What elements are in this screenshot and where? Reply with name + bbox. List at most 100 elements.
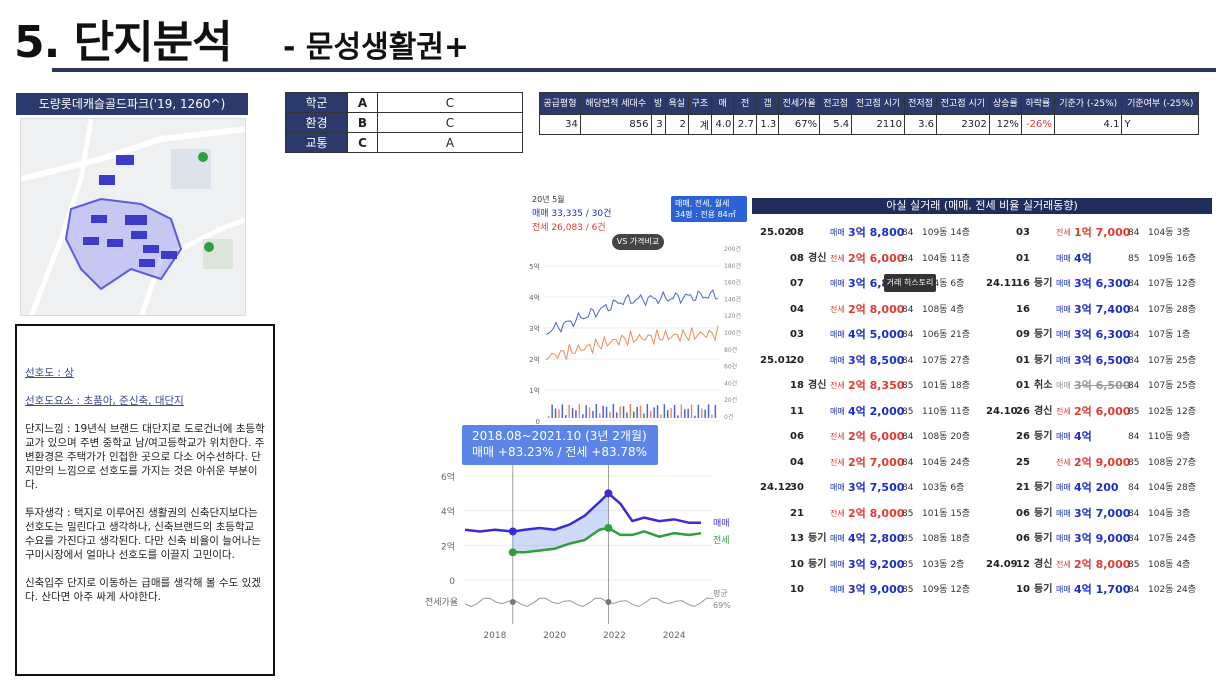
transaction-area: 84 bbox=[1128, 355, 1140, 366]
complex-info-table: 공급평형 해당면적 세대수 방 욕실 구조 매 전 갭 전세가율 전고점 전고점 시기 전저점 전고점 … bbox=[539, 92, 1199, 135]
info-header-cell: 기준여부 (-25%) bbox=[1121, 92, 1199, 115]
transaction-row[interactable]: 06 등기 매매 3억 9,000 84 107동 24층 bbox=[978, 526, 1198, 552]
transaction-unit: 101동 18층 bbox=[922, 381, 971, 391]
price-volume-bar bbox=[663, 404, 666, 418]
trend-marker bbox=[508, 527, 517, 536]
transaction-row[interactable]: 24.10 26 경신 전세 2억 6,000 85 102동 12층 bbox=[978, 399, 1198, 425]
chart-legend-dropdown[interactable]: 매매, 전세, 월세 34평 : 전용 84㎡ bbox=[671, 196, 747, 222]
transaction-row[interactable]: 18 경신 전세 2억 8,350 85 101동 18층 bbox=[752, 373, 972, 399]
transaction-price: 3억 7,400 bbox=[1074, 302, 1131, 316]
transaction-row[interactable]: 11 매매 4억 2,000 85 110동 11층 bbox=[752, 399, 972, 425]
transaction-unit: 104동 6층 bbox=[922, 279, 965, 289]
price-volume-bar bbox=[599, 413, 601, 418]
transaction-type: 매매 bbox=[830, 534, 845, 543]
trend-x-tick: 2024 bbox=[663, 631, 686, 641]
transaction-row[interactable]: 24.09 12 경신 전세 2억 8,000 85 108동 4층 bbox=[978, 552, 1198, 578]
transaction-row[interactable]: 01 취소 매매 3억 6,500 84 107동 25층 bbox=[978, 373, 1198, 399]
transaction-row[interactable]: 09 등기 매매 3억 6,300 84 107동 1층 bbox=[978, 322, 1198, 348]
info-header-cell: 상승률 bbox=[988, 92, 1022, 115]
transaction-row[interactable]: 04 전세 2억 7,000 84 104동 24층 bbox=[752, 450, 972, 476]
transaction-area: 85 bbox=[1128, 406, 1140, 417]
transaction-tag: 등기 bbox=[1034, 354, 1053, 366]
transaction-row[interactable]: 04 전세 2억 8,000 84 108동 4층 bbox=[752, 297, 972, 323]
complex-map[interactable] bbox=[20, 118, 246, 316]
price-volume-bar bbox=[690, 404, 693, 418]
transaction-row[interactable]: 01 매매 4억 85 109동 16층 bbox=[978, 246, 1198, 272]
transaction-area: 85 bbox=[1128, 559, 1140, 570]
transaction-month: 25.01 bbox=[760, 354, 792, 366]
transaction-row[interactable]: 10 등기 매매 4억 1,700 84 102동 24층 bbox=[978, 577, 1198, 603]
chart-sale-summary: 매매 33,335 / 30건 bbox=[532, 208, 611, 219]
transaction-type: 전세 bbox=[830, 253, 845, 263]
transaction-row[interactable]: 03 전세 1억 7,000 84 104동 3층 bbox=[978, 220, 1198, 246]
transaction-tag: 등기 bbox=[1034, 431, 1053, 442]
transaction-area: 84 bbox=[1128, 585, 1140, 595]
transaction-row[interactable]: 26 등기 매매 4억 84 110동 9층 bbox=[978, 424, 1198, 450]
transaction-unit: 107동 24층 bbox=[1148, 534, 1197, 544]
price-volume-bar bbox=[571, 407, 574, 418]
price-volume-bar bbox=[714, 405, 717, 418]
transaction-row[interactable]: 08 경신 전세 2억 6,000 84 104동 11층 bbox=[752, 246, 972, 272]
pref-factor-text: 선호도요소 : 초품아, 준신축, 대단지 bbox=[25, 395, 184, 407]
trend-y-tick: 6억 bbox=[441, 471, 455, 483]
info-header-cell: 하락률 bbox=[1020, 92, 1055, 115]
transaction-row[interactable]: 10 매매 3억 9,000 85 109동 12층 bbox=[752, 577, 972, 603]
transaction-day: 16 bbox=[1016, 278, 1030, 289]
price-volume-bar bbox=[622, 406, 625, 418]
avg-label: 평균 bbox=[713, 588, 728, 598]
transaction-day: 10 bbox=[790, 584, 804, 595]
trend-x-tick: 2022 bbox=[603, 631, 626, 641]
price-volume-bar bbox=[565, 415, 567, 418]
price-volume-bar bbox=[626, 412, 628, 418]
price-count-tick: 120건 bbox=[724, 312, 741, 320]
transaction-area: 84 bbox=[1128, 483, 1140, 493]
transaction-type: 전세 bbox=[1056, 228, 1071, 237]
transaction-row[interactable]: 01 등기 매매 3억 6,500 84 107동 25층 bbox=[978, 348, 1198, 374]
transaction-row[interactable]: 21 등기 매매 4억 200 84 104동 28층 bbox=[978, 475, 1198, 501]
transaction-area: 84 bbox=[1128, 432, 1140, 442]
transaction-type: 매매 bbox=[830, 585, 845, 594]
price-sale-line bbox=[545, 289, 719, 335]
transaction-row[interactable]: 25.02 08 매매 3억 8,800 84 109동 14층 bbox=[752, 220, 972, 246]
transaction-unit: 108동 4층 bbox=[922, 304, 965, 315]
info-value-row: 34 856 3 2 계 4.0 2.7 1.3 67% 5.4 2110 3.6 2302 12% -26… bbox=[539, 114, 1199, 135]
series-label-jeonse: 전세 bbox=[713, 535, 730, 546]
transaction-row[interactable]: 25 전세 2억 9,000 85 108동 27층 bbox=[978, 450, 1198, 476]
info-value-cell: 계 bbox=[687, 114, 712, 135]
transaction-row[interactable]: 06 전세 2억 6,000 84 108동 20층 bbox=[752, 424, 972, 450]
price-count-tick: 180건 bbox=[724, 262, 741, 270]
transaction-row[interactable]: 25.01 20 매매 3억 8,500 84 107동 27층 bbox=[752, 348, 972, 374]
transaction-area: 85 bbox=[902, 381, 914, 391]
grade-label: 학군 bbox=[285, 92, 348, 113]
info-header-cell: 갭 bbox=[755, 92, 780, 115]
transaction-unit: 107동 12층 bbox=[1148, 279, 1197, 289]
transaction-type: 매매 bbox=[1056, 534, 1071, 543]
transaction-row[interactable]: 06 등기 매매 3억 7,000 84 104동 3층 bbox=[978, 501, 1198, 527]
transaction-unit: 106동 21층 bbox=[922, 330, 971, 340]
price-jeonse-line bbox=[545, 325, 719, 361]
transaction-price: 4억 bbox=[1074, 430, 1092, 443]
price-volume-bar bbox=[677, 415, 679, 418]
info-value-cell: 67% bbox=[778, 114, 821, 135]
transaction-price: 3억 7,500 bbox=[848, 481, 905, 494]
info-header-cell: 전 bbox=[733, 92, 757, 115]
transaction-row[interactable]: 16 매매 3억 7,400 84 107동 28층 bbox=[978, 297, 1198, 323]
vs-compare-button[interactable]: VS 가격비교 bbox=[612, 234, 664, 250]
transaction-row[interactable]: 21 전세 2억 8,000 85 101동 15층 bbox=[752, 501, 972, 527]
transaction-price: 2억 6,000 bbox=[848, 430, 905, 443]
transaction-price: 2억 6,000 bbox=[1074, 404, 1131, 418]
transaction-day: 01 bbox=[1016, 380, 1030, 391]
transaction-unit: 109동 16층 bbox=[1148, 253, 1197, 264]
transaction-area: 84 bbox=[1128, 508, 1140, 519]
transaction-row[interactable]: 24.12 30 매매 3억 7,500 84 103동 6층 bbox=[752, 475, 972, 501]
transaction-area: 84 bbox=[902, 330, 914, 340]
transaction-row[interactable]: 03 매매 4억 5,000 84 106동 21층 bbox=[752, 322, 972, 348]
transaction-row[interactable]: 24.11 16 등기 매매 3억 6,300 84 107동 12층 bbox=[978, 271, 1198, 297]
complex-name: 도량롯데캐슬골드파크('19, 1260^) bbox=[16, 93, 248, 115]
transaction-row[interactable]: 13 등기 매매 4억 2,800 85 108동 18층 bbox=[752, 526, 972, 552]
grade-note: A bbox=[377, 132, 523, 153]
transaction-area: 85 bbox=[902, 585, 914, 595]
price-volume-bar bbox=[687, 408, 689, 418]
transaction-row[interactable]: 10 등기 매매 3억 9,200 85 103동 2층 bbox=[752, 552, 972, 578]
